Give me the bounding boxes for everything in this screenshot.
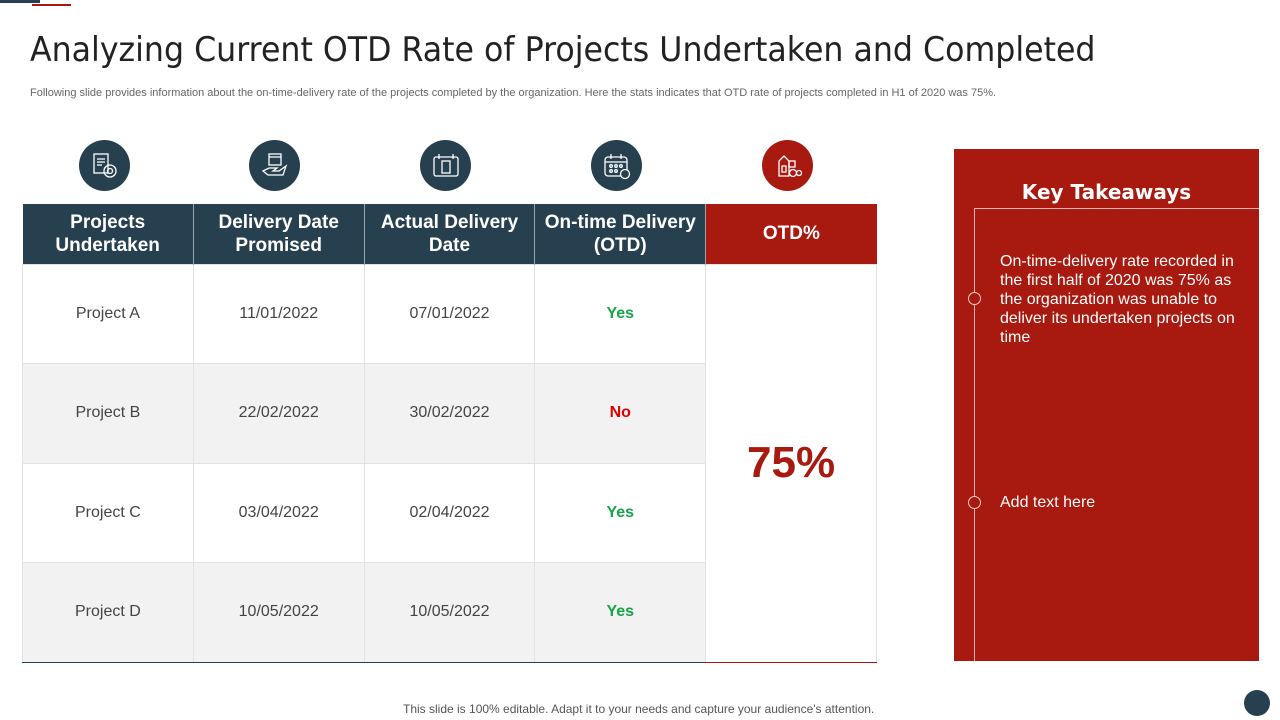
timeline-line: [974, 208, 975, 661]
page-title: Analyzing Current OTD Rate of Projects U…: [30, 30, 1096, 70]
top-accent-bar: [0, 0, 40, 3]
promised-date-cell: 10/05/2022: [192, 562, 365, 663]
top-accent-line: [32, 4, 71, 6]
table-row: Project C 03/04/2022 02/04/2022 Yes: [22, 462, 877, 563]
otd-status-cell: No: [534, 363, 707, 464]
table-row: Project A 11/01/2022 07/01/2022 Yes 75%: [22, 263, 877, 663]
otd-percent-value: 75%: [705, 263, 877, 663]
calendar-receipt-icon: [420, 140, 471, 191]
footer-note: This slide is 100% editable. Adapt it to…: [403, 702, 875, 716]
promised-date-cell: 11/01/2022: [192, 263, 365, 364]
calendar-hand-icon: [249, 140, 300, 191]
actual-date-cell: 02/04/2022: [363, 462, 536, 563]
header-otd: On-time Delivery (OTD): [534, 204, 707, 264]
document-gear-icon: [79, 140, 130, 191]
otd-status-cell: Yes: [534, 462, 707, 563]
otd-status-cell: Yes: [534, 562, 707, 663]
takeaway-point: On-time-delivery rate recorded in the fi…: [1000, 253, 1235, 346]
divider: [974, 208, 1259, 209]
takeaway-point: Add text here: [1000, 494, 1096, 511]
actual-date-cell: 07/01/2022: [363, 263, 536, 364]
otd-table: Projects Undertaken Delivery Date Promis…: [22, 204, 877, 663]
header-promised-date: Delivery Date Promised: [193, 204, 365, 264]
bullet-circle-icon: [968, 496, 981, 509]
header-projects: Projects Undertaken: [22, 204, 194, 264]
promised-date-cell: 22/02/2022: [192, 363, 365, 464]
calendar-clock-icon: [591, 140, 642, 191]
page-subtitle: Following slide provides information abo…: [30, 87, 997, 99]
project-cell: Project B: [22, 363, 194, 464]
header-otd-percent: OTD%: [705, 204, 877, 264]
project-cell: Project D: [22, 562, 194, 663]
project-cell: Project C: [22, 462, 194, 563]
bottle-coins-icon: [762, 140, 813, 191]
table-row: Project B 22/02/2022 30/02/2022 No: [22, 363, 877, 464]
actual-date-cell: 30/02/2022: [363, 363, 536, 464]
header-actual-date: Actual Delivery Date: [364, 204, 536, 264]
otd-status-cell: Yes: [534, 263, 707, 364]
key-takeaways-panel: Key Takeaways On-time-delivery rate reco…: [954, 149, 1259, 661]
project-cell: Project A: [22, 263, 194, 364]
key-takeaways-title: Key Takeaways: [1021, 180, 1192, 204]
bullet-circle-icon: [968, 292, 981, 305]
corner-circle-decoration: [1244, 690, 1270, 716]
promised-date-cell: 03/04/2022: [192, 462, 365, 563]
actual-date-cell: 10/05/2022: [363, 562, 536, 663]
table-header-row: Projects Undertaken Delivery Date Promis…: [22, 204, 877, 264]
table-row: Project D 10/05/2022 10/05/2022 Yes: [22, 562, 877, 663]
